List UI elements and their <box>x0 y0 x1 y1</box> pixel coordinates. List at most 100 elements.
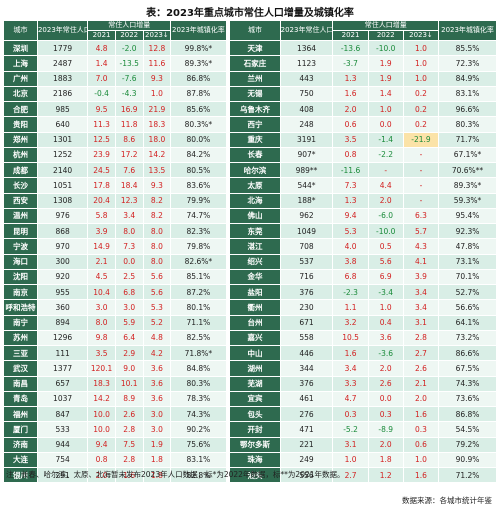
right-pop-cell: 750 <box>279 85 334 103</box>
right-b-cell: -1.4 <box>367 131 404 148</box>
left-city-cell: 宁波 <box>3 238 38 255</box>
right-city-cell: 宜宾 <box>229 390 281 408</box>
table-row: 成都 2140 24.5 7.6 13.5 80.5% 哈尔滨 989** -11.6- -70.… <box>3 161 497 179</box>
column-gap <box>226 254 230 270</box>
right-b-cell: 2.0 <box>367 192 404 209</box>
left-c-cell: 3.6 <box>142 375 172 392</box>
left-b-cell: 12.3 <box>114 192 144 209</box>
right-c-cell: 5.7 <box>402 222 440 240</box>
left-c-cell: 4.8 <box>142 329 172 347</box>
left-a-cell: 1.4 <box>87 55 116 72</box>
left-u-cell: 79.9% <box>170 192 227 209</box>
right-c-cell: 1.0 <box>402 39 440 57</box>
right-b-cell: 1.0 <box>367 100 404 118</box>
table-row: 北京 2186 -0.4 -4.3 1.0 87.8% 无锡 750 1.6 1.4 0.2 83.1… <box>3 85 497 103</box>
left-u-cell: 71.8%* <box>170 344 227 362</box>
left-c-cell: 1.0 <box>142 85 172 103</box>
right-a-cell: 7.3 <box>332 177 369 194</box>
right-b-cell: 1.4 <box>367 85 404 103</box>
column-gap <box>226 71 230 87</box>
column-gap <box>226 467 230 483</box>
right-b-cell: 5.6 <box>367 253 404 270</box>
left-c-cell: 3.6 <box>142 360 172 377</box>
column-gap <box>226 360 230 376</box>
right-u-cell: 96.6% <box>438 100 497 118</box>
table-row: 郑州 1301 12.5 8.6 18.0 80.0% 重庆 3191 3.5 -1.4 -21.9… <box>3 131 497 148</box>
left-b-cell: 18.4 <box>114 177 144 194</box>
right-city-cell: 佛山 <box>229 207 281 225</box>
left-b-cell: 8.9 <box>114 390 144 408</box>
right-a-cell: 1.3 <box>332 192 369 209</box>
right-pop-cell: 671 <box>279 314 334 331</box>
left-c-cell: 1.8 <box>142 466 172 484</box>
right-a-cell: 4.0 <box>332 238 369 255</box>
right-pop-cell: 537 <box>279 253 334 270</box>
table-row: 呼和浩特 360 3.0 3.0 5.3 80.1% 衢州 230 1.1 1.0 3.4 56.6% <box>3 299 497 316</box>
column-gap <box>226 86 230 102</box>
right-u-cell: 80.3% <box>438 116 497 133</box>
left-c-cell: 3.0 <box>142 405 172 423</box>
left-c-cell: 12.8 <box>142 39 172 57</box>
right-b-cell: 0.0 <box>367 390 404 408</box>
column-gap <box>226 116 230 132</box>
right-pop-cell: 344 <box>279 360 334 377</box>
right-b-cell: -10.0 <box>367 39 404 57</box>
table-row: 深圳 1779 4.8 -2.0 12.8 99.8%* 天津 1364 -13.6 -10.0 1… <box>3 39 497 57</box>
right-c-cell: - <box>402 146 440 164</box>
left-u-cell: 80.1% <box>170 299 227 316</box>
left-a-cell: 8.0 <box>87 314 116 331</box>
right-city-cell: 天津 <box>229 39 281 57</box>
left-pop-cell: 1377 <box>36 360 89 377</box>
left-pop-cell: 111 <box>36 344 89 362</box>
right-u-cell: 70.1% <box>438 268 497 286</box>
column-gap <box>226 345 230 361</box>
header-city-right: 城市 <box>229 20 281 41</box>
right-city-cell: 兰州 <box>229 70 281 87</box>
right-pop-cell: 230 <box>279 299 334 316</box>
left-city-cell: 成都 <box>3 161 38 179</box>
left-u-cell: 90.2% <box>170 421 227 438</box>
left-b-cell: 16.9 <box>114 100 144 118</box>
left-pop-cell: 847 <box>36 405 89 423</box>
right-a-cell: 0.3 <box>332 405 369 423</box>
right-b-cell: 1.9 <box>367 70 404 87</box>
column-gap <box>226 376 230 392</box>
left-city-cell: 武汉 <box>3 360 38 377</box>
left-u-cell: 79.8% <box>170 238 227 255</box>
right-b-cell: 0.0 <box>367 116 404 133</box>
right-city-cell: 芜湖 <box>229 375 281 392</box>
left-city-cell: 合肥 <box>3 100 38 118</box>
right-u-cell: 56.6% <box>438 299 497 316</box>
left-u-cell: 86.8% <box>170 70 227 87</box>
left-u-cell: 74.7% <box>170 207 227 225</box>
header-increase-right: 常住人口增量 <box>332 20 440 31</box>
left-city-cell: 海口 <box>3 253 38 270</box>
left-b-cell: 0.0 <box>114 253 144 270</box>
right-u-cell: 72.3% <box>438 55 497 72</box>
left-a-cell: 5.8 <box>87 207 116 225</box>
right-a-cell: 3.5 <box>332 131 369 148</box>
table-row: 福州 847 10.0 2.6 3.0 74.3% 包头 276 0.3 0.3 1.6 86.8% <box>3 405 497 423</box>
column-gap <box>226 193 230 209</box>
left-a-cell: 9.5 <box>87 100 116 118</box>
table-row: 厦门 533 10.0 2.8 3.0 90.2% 开封 471 -5.2 -8.9 0.3 54.5… <box>3 421 497 438</box>
left-b-cell: 2.6 <box>114 405 144 423</box>
left-a-cell: 120.1 <box>87 360 116 377</box>
right-b-cell: 1.2 <box>367 466 404 484</box>
header-row-1: 城市 2023年常住人口（万人） 常住人口增量 2023年城镇化率 城市 202… <box>3 20 497 41</box>
right-pop-cell: 907* <box>279 146 334 164</box>
header-2021-right: 2021 <box>332 30 369 41</box>
right-pop-cell: 221 <box>279 436 334 453</box>
right-a-cell: 3.2 <box>332 314 369 331</box>
right-c-cell: 4.3 <box>402 238 440 255</box>
right-b-cell: 1.8 <box>367 451 404 469</box>
right-u-cell: 73.6% <box>438 390 497 408</box>
right-a-cell: 6.8 <box>332 268 369 286</box>
right-city-cell: 包头 <box>229 405 281 423</box>
data-source: 数据来源：各城市统计年鉴 <box>402 496 492 505</box>
left-c-cell: 5.2 <box>142 314 172 331</box>
right-u-cell: 74.3% <box>438 375 497 392</box>
left-u-cell: 84.8% <box>170 360 227 377</box>
right-u-cell: 95.4% <box>438 207 497 225</box>
right-c-cell: 1.0 <box>402 451 440 469</box>
